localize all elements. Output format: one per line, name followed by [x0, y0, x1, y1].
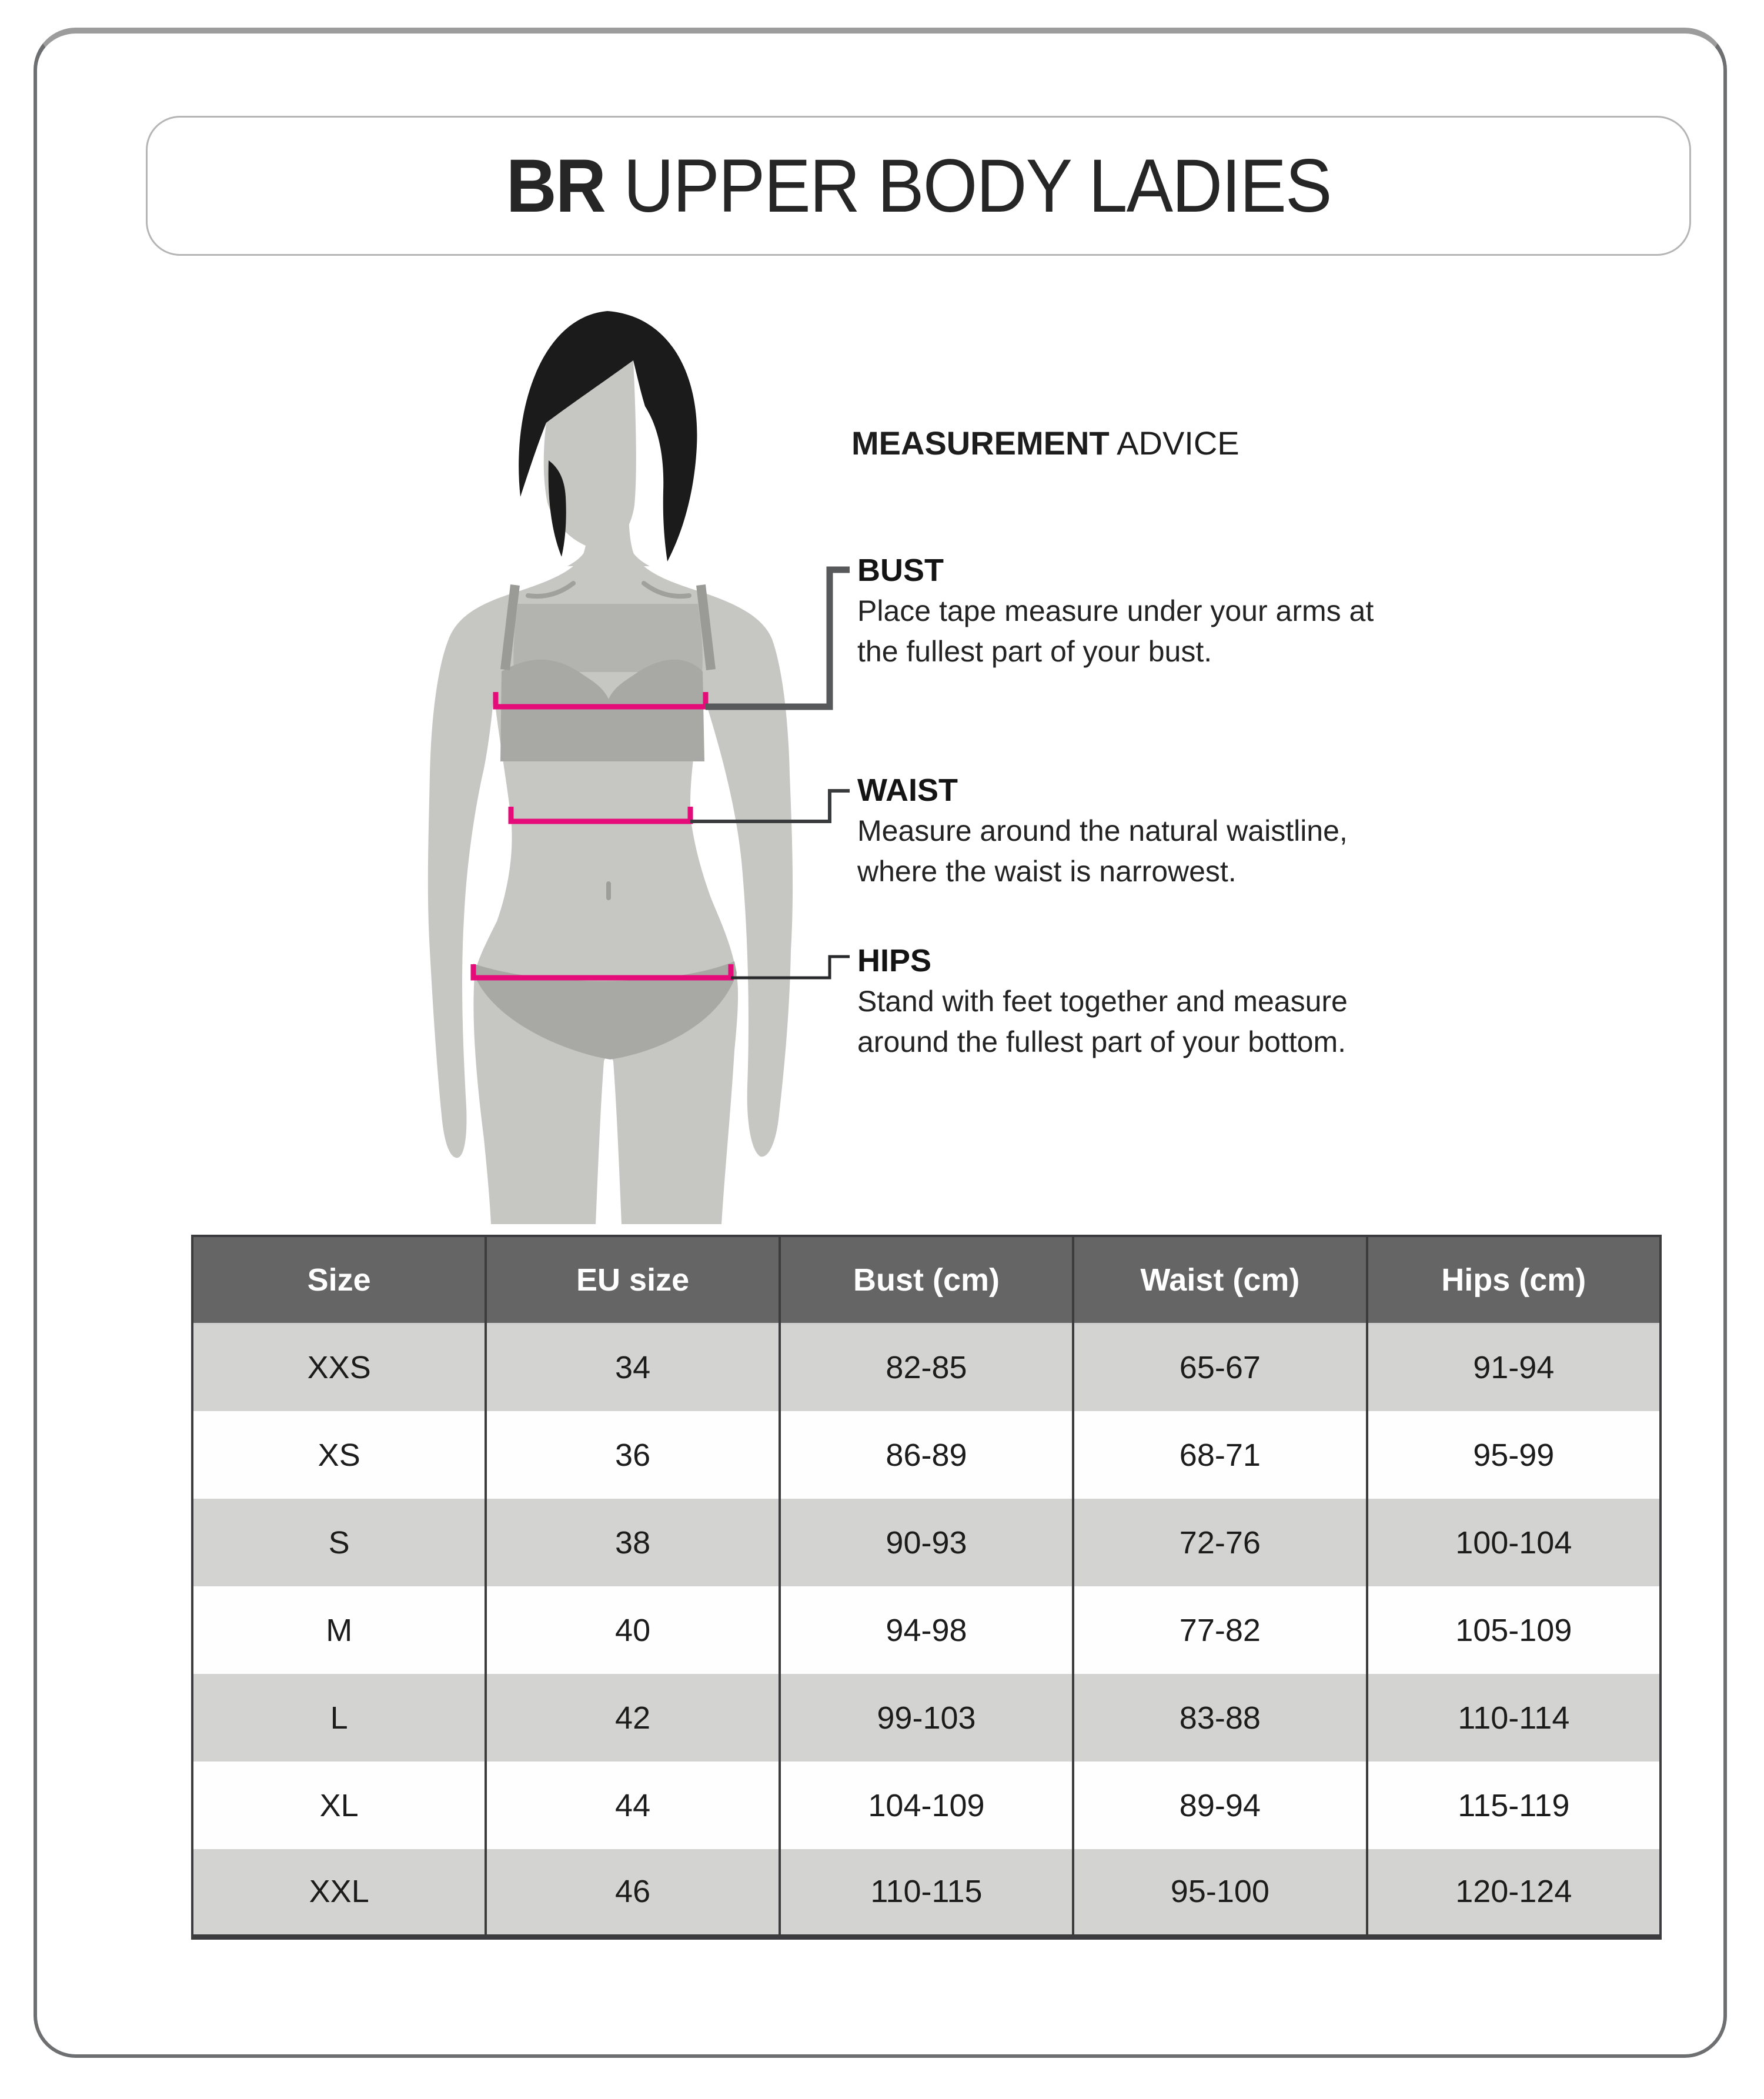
table-cell: 104-109 [778, 1762, 1074, 1849]
waist-label: WAIST [857, 773, 958, 808]
bra-strap-right [696, 584, 716, 670]
bust-label: BUST [857, 553, 944, 588]
chart-card: BR UPPER BODY LADIES [34, 28, 1727, 2058]
table-cell: 72-76 [1072, 1499, 1367, 1586]
size-table-header-row: Size EU size Bust (cm) Waist (cm) Hips (cm) [192, 1236, 1661, 1325]
table-cell: 68-71 [1072, 1411, 1367, 1499]
waist-measure-line [508, 807, 693, 824]
neck-shape [567, 480, 650, 566]
table-row: M 40 94-98 77-82 105-109 [192, 1586, 1661, 1674]
table-row: XS 36 86-89 68-71 95-99 [192, 1411, 1661, 1499]
bust-measure-line [493, 692, 709, 710]
table-row: XXL 46 110-115 95-100 120-124 [192, 1849, 1661, 1937]
table-cell: 86-89 [778, 1411, 1074, 1499]
table-cell: XL [319, 1787, 359, 1823]
bust-description: Place tape measure under your arms at th… [857, 594, 1374, 668]
table-cell: 44 [485, 1762, 780, 1849]
table-cell: 91-94 [1365, 1323, 1661, 1411]
table-cell: 110-115 [778, 1849, 1074, 1937]
table-cell: 89-94 [1072, 1762, 1367, 1849]
table-cell: 42 [485, 1674, 780, 1762]
panties-shape [473, 961, 737, 1059]
table-cell: 38 [485, 1499, 780, 1586]
table-cell: 110-114 [1365, 1674, 1661, 1762]
hair-shape [519, 311, 697, 561]
table-cell: 34 [485, 1323, 780, 1411]
advice-heading-bold: MEASUREMENT [851, 425, 1110, 462]
female-silhouette-illustration [427, 311, 850, 1224]
table-cell: 99-103 [778, 1674, 1074, 1762]
hair-tip-left [548, 460, 566, 557]
table-cell: 77-82 [1072, 1586, 1367, 1674]
hips-connector-line [731, 955, 850, 980]
collarbone-left [526, 581, 576, 599]
page-title: BR UPPER BODY LADIES [506, 143, 1332, 229]
waist-description: Measure around the natural waistline, wh… [857, 814, 1348, 888]
page-title-rest: UPPER BODY LADIES [604, 143, 1332, 228]
body-shape [427, 503, 793, 1224]
advice-heading-regular: ADVICE [1109, 425, 1240, 462]
hips-label: HIPS [857, 943, 932, 978]
measurement-figure [402, 286, 884, 1233]
size-table-header: Size EU size Bust (cm) Waist (cm) Hips (cm) [192, 1236, 1661, 1325]
title-box: BR UPPER BODY LADIES [146, 116, 1691, 256]
table-cell: 90-93 [778, 1499, 1074, 1586]
bra-shape [500, 659, 704, 761]
table-row: L 42 99-103 83-88 110-114 [192, 1674, 1661, 1762]
brand-abbreviation: BR [506, 143, 606, 228]
column-header: EU size [485, 1236, 780, 1325]
table-cell: 94-98 [778, 1586, 1074, 1674]
measurement-advice-heading: MEASUREMENT ADVICE [851, 424, 1240, 462]
table-cell: 95-99 [1365, 1411, 1661, 1499]
size-table: Size EU size Bust (cm) Waist (cm) Hips (cm) … [191, 1235, 1662, 1940]
hips-description: Stand with feet together and measure aro… [857, 985, 1348, 1058]
table-cell: 105-109 [1365, 1586, 1661, 1674]
table-row: XXS 34 82-85 65-67 91-94 [192, 1323, 1661, 1411]
table-cell: 100-104 [1365, 1499, 1661, 1586]
table-cell: L [330, 1700, 348, 1736]
collarbone-right [642, 581, 691, 599]
table-cell: M [326, 1612, 353, 1648]
table-cell: 115-119 [1365, 1762, 1661, 1849]
column-header: Hips (cm) [1365, 1236, 1661, 1325]
bra-strap-left [500, 584, 520, 670]
table-cell: 83-88 [1072, 1674, 1367, 1762]
table-cell: 120-124 [1365, 1849, 1661, 1937]
table-cell: 65-67 [1072, 1323, 1367, 1411]
table-cell: 46 [485, 1849, 780, 1937]
column-header: Bust (cm) [778, 1236, 1074, 1325]
table-cell: S [328, 1525, 350, 1560]
size-table-body: XXS 34 82-85 65-67 91-94 XS 36 86-89 68-71 95-99 S… [192, 1323, 1661, 1937]
column-header: Size [192, 1236, 486, 1325]
table-row: S 38 90-93 72-76 100-104 [192, 1499, 1661, 1586]
table-cell: 40 [485, 1586, 780, 1674]
face-shape [543, 360, 636, 550]
bust-connector-line [706, 566, 850, 710]
chest-shading-shape [513, 604, 703, 672]
table-cell: XXL [309, 1874, 369, 1910]
table-cell: XS [318, 1437, 360, 1473]
table-row: XL 44 104-109 89-94 115-119 [192, 1762, 1661, 1849]
table-cell: XXS [307, 1350, 371, 1386]
waist-connector-line [690, 789, 850, 823]
table-cell: 36 [485, 1411, 780, 1499]
table-cell: 82-85 [778, 1323, 1074, 1411]
hips-measure-line [470, 964, 734, 981]
table-cell: 95-100 [1072, 1849, 1367, 1937]
column-header: Waist (cm) [1072, 1236, 1367, 1325]
